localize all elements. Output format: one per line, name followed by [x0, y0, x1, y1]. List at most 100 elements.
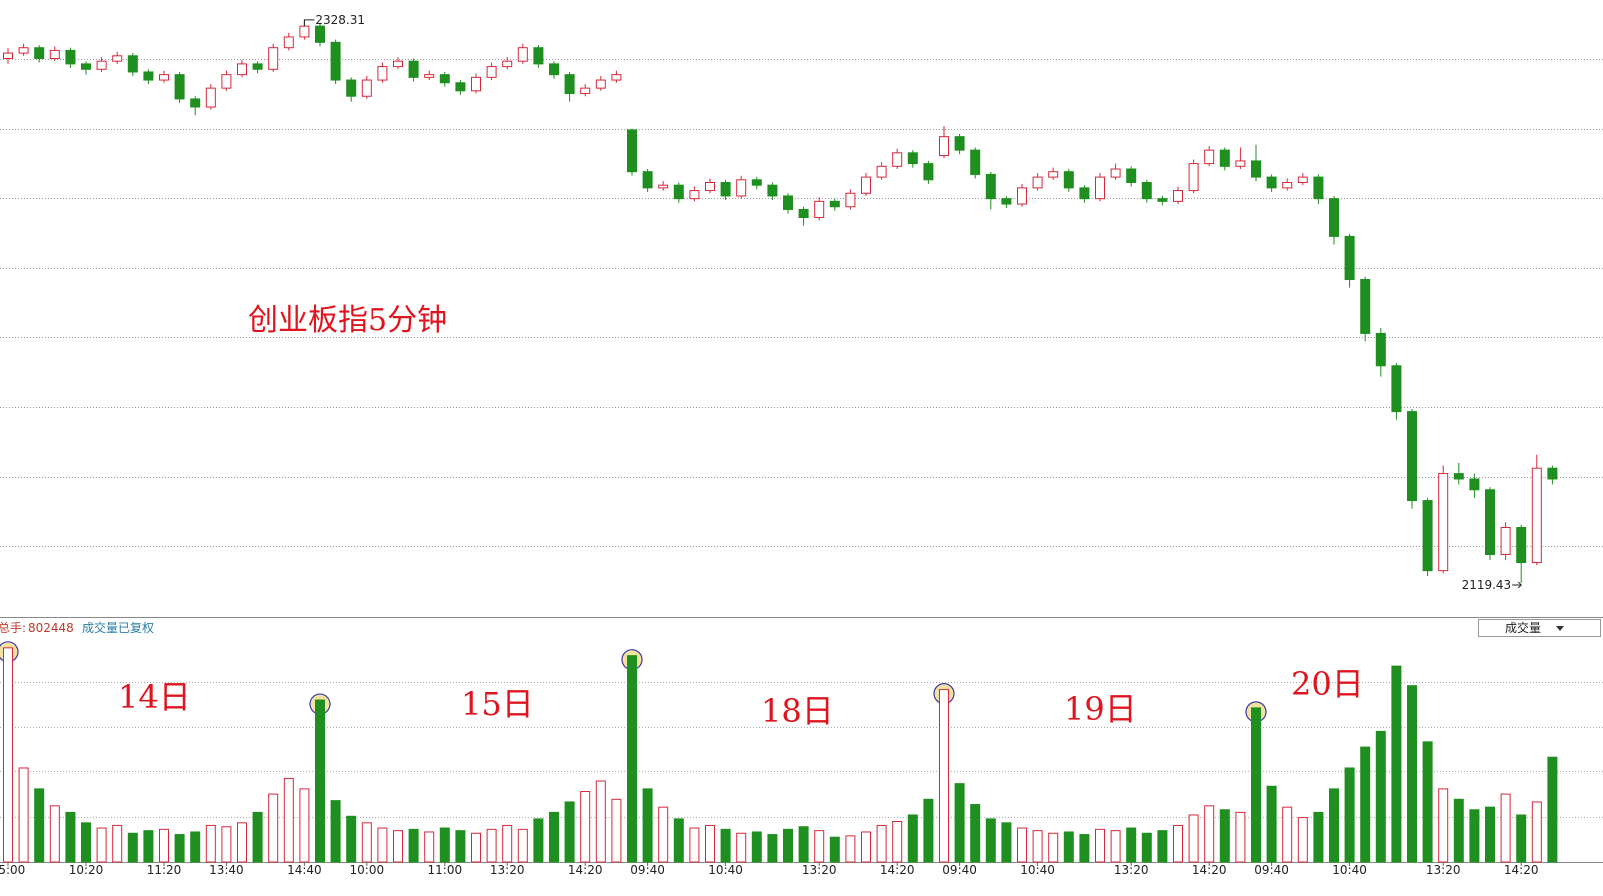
candle-body	[1188, 163, 1199, 192]
candle-body	[845, 192, 856, 208]
volume-bar	[424, 831, 435, 863]
x-tick-label: 09:40	[1254, 863, 1289, 877]
candle-body	[1110, 168, 1121, 178]
candle-body	[923, 163, 934, 181]
volume-bar	[96, 827, 107, 863]
candle-body	[486, 66, 497, 78]
candle-body	[1313, 176, 1324, 200]
volume-bar	[1141, 832, 1152, 863]
volume-bar	[642, 788, 653, 863]
volume-bar	[907, 814, 918, 863]
candle-body	[751, 179, 762, 186]
candle-body	[736, 179, 747, 197]
day-annotation: 19日	[1064, 690, 1137, 728]
x-tick-label: 10:20	[69, 863, 104, 877]
candle-body	[65, 49, 76, 65]
candle-body	[1485, 489, 1495, 555]
volume-bar	[1079, 834, 1090, 863]
volume-bar	[159, 828, 169, 863]
volume-bar	[1001, 822, 1012, 863]
volume-bar	[1313, 811, 1324, 863]
candle-body	[939, 136, 949, 157]
volume-bar	[408, 828, 419, 863]
candle-body	[783, 195, 793, 210]
candle-body	[34, 47, 45, 59]
candle-body	[1266, 176, 1277, 189]
candle-body	[143, 71, 154, 81]
volume-bar	[174, 834, 185, 863]
volume-bar	[892, 821, 903, 863]
x-tick-label: 10:40	[708, 863, 743, 877]
candle-body	[1141, 181, 1152, 200]
volume-bar	[1095, 828, 1105, 863]
candle-body	[3, 52, 13, 59]
volume-bar	[923, 798, 934, 863]
candle-body	[720, 181, 731, 197]
x-tick-label: 09:40	[942, 863, 977, 877]
candle-body	[1516, 527, 1527, 564]
x-tick-label: 14:20	[1192, 863, 1227, 877]
volume-bar	[315, 699, 325, 863]
day-annotation: 18日	[761, 692, 834, 730]
volume-bar	[486, 828, 497, 863]
x-tick-label: 13:20	[1426, 863, 1461, 877]
volume-bar	[1173, 824, 1183, 863]
candle-body	[861, 176, 871, 194]
marks: 15:00 10:20 11:20 13:40 14:40 10:00 11:00 13:20…	[0, 13, 1558, 877]
candle-body	[96, 60, 107, 70]
volume-bar	[627, 655, 637, 863]
candle-body	[689, 190, 700, 200]
candle-body	[517, 47, 528, 62]
volume-bar	[502, 824, 513, 863]
indicator-dropdown-label[interactable]: 成交量	[1505, 620, 1541, 635]
volume-bar	[268, 793, 279, 863]
x-tick-label: 13:20	[490, 863, 525, 877]
volume-bar	[1188, 814, 1199, 863]
candle-body	[1219, 149, 1230, 167]
volume-bar	[361, 822, 372, 863]
volume-bar	[346, 815, 357, 863]
volume-bar	[1391, 665, 1402, 863]
volume-bar	[18, 767, 29, 863]
volume-bar	[1500, 793, 1511, 863]
candle-body	[1391, 365, 1402, 413]
candle-body	[767, 184, 778, 197]
x-tick-label: 11:00	[428, 863, 463, 877]
candle-body	[985, 173, 996, 200]
x-tick-label: 09:40	[630, 863, 665, 877]
day-annotation: 20日	[1291, 665, 1364, 703]
volume-bar	[455, 830, 466, 863]
candle-body	[1126, 168, 1137, 183]
volume-bar	[814, 830, 825, 863]
volume-bar	[861, 831, 871, 863]
chart-title: 创业板指5分钟	[248, 303, 447, 338]
candle-body	[455, 82, 466, 92]
volume-bar	[1282, 806, 1293, 863]
x-tick-label: 10:40	[1020, 863, 1055, 877]
volume-bar	[1485, 806, 1495, 863]
indicator-dropdown[interactable]	[1478, 619, 1601, 637]
candle-body	[49, 49, 60, 59]
candle-body	[393, 60, 403, 68]
volume-bar	[65, 811, 76, 863]
x-tick-label: 14:20	[1504, 863, 1539, 877]
dropdown-arrow[interactable]	[1556, 626, 1564, 631]
candle-body	[1282, 181, 1293, 189]
candle-body	[1032, 176, 1043, 189]
candle-body	[1095, 176, 1105, 200]
high-pointer	[303, 19, 315, 26]
x-tick-label: 15:00	[0, 863, 25, 877]
candle-body	[673, 184, 684, 200]
candle-body	[1407, 411, 1417, 502]
x-tick-label: 13:40	[209, 863, 244, 877]
volume-bar	[34, 788, 45, 863]
candle-body	[580, 87, 591, 95]
candle-body	[642, 171, 653, 189]
volume-bar	[939, 689, 949, 863]
candle-body	[1360, 279, 1371, 334]
candle-body	[408, 60, 419, 78]
candle-body	[315, 25, 325, 43]
volume-bar	[471, 832, 481, 863]
